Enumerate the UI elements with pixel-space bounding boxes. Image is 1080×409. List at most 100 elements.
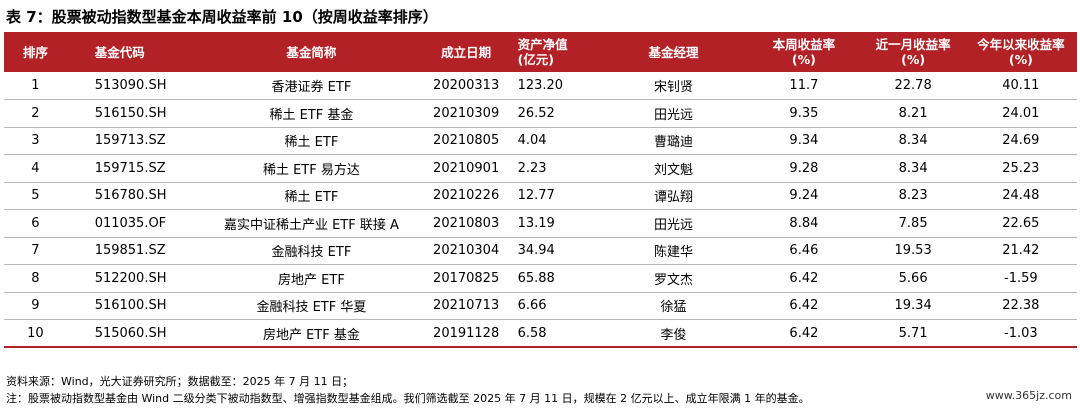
cell-fund-manager: 刘文魁 — [600, 154, 747, 183]
table-title: 表 7：股票被动指数型基金本周收益率前 10（按周收益率排序） — [6, 8, 438, 26]
cell-net-assets: 26.52 — [505, 99, 601, 128]
cell-fund-manager: 曹璐迪 — [600, 127, 747, 155]
cell-ytd-return: 25.23 — [964, 154, 1077, 183]
header-monthly-return-line2: (%) — [901, 52, 926, 67]
cell-fund-name: 嘉实中证稀土产业 ETF 联接 A — [196, 209, 427, 238]
header-row: 排序 基金代码 基金简称 成立日期 资产净值 (亿元) 基金经理 本周收益率 (… — [4, 32, 1077, 72]
cell-rank: 1 — [4, 72, 67, 100]
cell-rank: 2 — [4, 99, 67, 128]
cell-fund-name: 房地产 ETF — [196, 264, 427, 293]
table-row: 10 515060.SH 房地产 ETF 基金 20191128 6.58 李俊… — [4, 319, 1077, 348]
header-fund-name: 基金简称 — [196, 32, 427, 72]
cell-fund-name: 稀土 ETF — [196, 127, 427, 155]
cell-fund-manager: 罗文杰 — [600, 264, 747, 293]
cell-fund-manager: 宋钊贤 — [600, 72, 747, 100]
cell-fund-name: 金融科技 ETF 华夏 — [196, 292, 427, 320]
header-ytd-return-line2: (%) — [1008, 52, 1033, 67]
watermark-text: www.365jz.com — [985, 389, 1072, 402]
cell-rank: 10 — [4, 319, 67, 348]
cell-fund-code: 515060.SH — [66, 319, 197, 348]
cell-inception-date: 20210713 — [426, 292, 506, 320]
cell-inception-date: 20210304 — [426, 237, 506, 265]
cell-inception-date: 20210226 — [426, 182, 506, 210]
cell-fund-code: 159713.SZ — [66, 127, 197, 155]
cell-weekly-return: 8.84 — [746, 209, 862, 238]
cell-monthly-return: 5.71 — [861, 319, 965, 348]
cell-fund-manager: 陈建华 — [600, 237, 747, 265]
cell-fund-name: 金融科技 ETF — [196, 237, 427, 265]
cell-ytd-return: 22.65 — [964, 209, 1077, 238]
cell-inception-date: 20210901 — [426, 154, 506, 183]
cell-weekly-return: 9.24 — [746, 182, 862, 210]
cell-inception-date: 20210309 — [426, 99, 506, 128]
cell-monthly-return: 7.85 — [861, 209, 965, 238]
header-inception-date: 成立日期 — [426, 32, 506, 72]
cell-rank: 5 — [4, 182, 67, 210]
cell-fund-name: 稀土 ETF 基金 — [196, 99, 427, 128]
cell-ytd-return: 24.48 — [964, 182, 1077, 210]
cell-net-assets: 12.77 — [505, 182, 601, 210]
table-row: 5 516780.SH 稀土 ETF 20210226 12.77 谭弘翔 9.… — [4, 182, 1077, 210]
cell-net-assets: 13.19 — [505, 209, 601, 238]
cell-fund-code: 513090.SH — [66, 72, 197, 100]
cell-ytd-return: 22.38 — [964, 292, 1077, 320]
cell-weekly-return: 9.28 — [746, 154, 862, 183]
cell-net-assets: 6.58 — [505, 319, 601, 348]
cell-ytd-return: 24.01 — [964, 99, 1077, 128]
cell-fund-code: 159715.SZ — [66, 154, 197, 183]
table-notes: 资料来源：Wind，光大证券研究所；数据截至：2025 年 7 月 11 日； … — [6, 373, 810, 407]
cell-net-assets: 6.66 — [505, 292, 601, 320]
table-row: 9 516100.SH 金融科技 ETF 华夏 20210713 6.66 徐猛… — [4, 292, 1077, 320]
cell-net-assets: 2.23 — [505, 154, 601, 183]
table-row: 2 516150.SH 稀土 ETF 基金 20210309 26.52 田光远… — [4, 99, 1077, 128]
header-net-assets-line1: 资产净值 — [517, 37, 568, 52]
cell-monthly-return: 5.66 — [861, 264, 965, 293]
header-monthly-return-line1: 近一月收益率 — [875, 37, 951, 52]
header-fund-code: 基金代码 — [66, 32, 197, 72]
cell-inception-date: 20170825 — [426, 264, 506, 293]
cell-weekly-return: 9.34 — [746, 127, 862, 155]
footnote: 注：股票被动指数型基金由 Wind 二级分类下被动指数型、增强指数型基金组成。我… — [6, 392, 810, 405]
table-header: 排序 基金代码 基金简称 成立日期 资产净值 (亿元) 基金经理 本周收益率 (… — [4, 32, 1077, 72]
cell-monthly-return: 8.21 — [861, 99, 965, 128]
cell-rank: 7 — [4, 237, 67, 265]
table-row: 1 513090.SH 香港证券 ETF 20200313 123.20 宋钊贤… — [4, 72, 1077, 100]
cell-monthly-return: 8.34 — [861, 127, 965, 155]
cell-inception-date: 20210803 — [426, 209, 506, 238]
cell-inception-date: 20191128 — [426, 319, 506, 348]
header-net-assets: 资产净值 (亿元) — [505, 32, 601, 72]
cell-weekly-return: 6.46 — [746, 237, 862, 265]
cell-inception-date: 20200313 — [426, 72, 506, 100]
cell-weekly-return: 9.35 — [746, 99, 862, 128]
cell-monthly-return: 19.53 — [861, 237, 965, 265]
cell-weekly-return: 11.7 — [746, 72, 862, 100]
cell-fund-manager: 徐猛 — [600, 292, 747, 320]
cell-fund-manager: 田光远 — [600, 209, 747, 238]
header-weekly-return: 本周收益率 (%) — [746, 32, 862, 72]
cell-fund-name: 香港证券 ETF — [196, 72, 427, 100]
table-row: 4 159715.SZ 稀土 ETF 易方达 20210901 2.23 刘文魁… — [4, 154, 1077, 183]
cell-weekly-return: 6.42 — [746, 292, 862, 320]
header-weekly-return-line1: 本周收益率 — [772, 37, 836, 52]
cell-weekly-return: 6.42 — [746, 319, 862, 348]
header-monthly-return: 近一月收益率 (%) — [861, 32, 965, 72]
cell-fund-manager: 谭弘翔 — [600, 182, 747, 210]
cell-monthly-return: 8.23 — [861, 182, 965, 210]
table-body: 1 513090.SH 香港证券 ETF 20200313 123.20 宋钊贤… — [4, 72, 1077, 348]
cell-rank: 9 — [4, 292, 67, 320]
header-weekly-return-line2: (%) — [791, 52, 816, 67]
cell-inception-date: 20210805 — [426, 127, 506, 155]
cell-fund-name: 房地产 ETF 基金 — [196, 319, 427, 348]
cell-fund-name: 稀土 ETF 易方达 — [196, 154, 427, 183]
cell-fund-manager: 李俊 — [600, 319, 747, 348]
cell-rank: 6 — [4, 209, 67, 238]
cell-fund-name: 稀土 ETF — [196, 182, 427, 210]
cell-net-assets: 123.20 — [505, 72, 601, 100]
cell-ytd-return: 40.11 — [964, 72, 1077, 100]
cell-ytd-return: -1.03 — [964, 319, 1077, 348]
cell-fund-code: 516780.SH — [66, 182, 197, 210]
cell-fund-code: 011035.OF — [66, 209, 197, 238]
fund-ranking-table: 排序 基金代码 基金简称 成立日期 资产净值 (亿元) 基金经理 本周收益率 (… — [4, 32, 1077, 348]
cell-fund-code: 516150.SH — [66, 99, 197, 128]
